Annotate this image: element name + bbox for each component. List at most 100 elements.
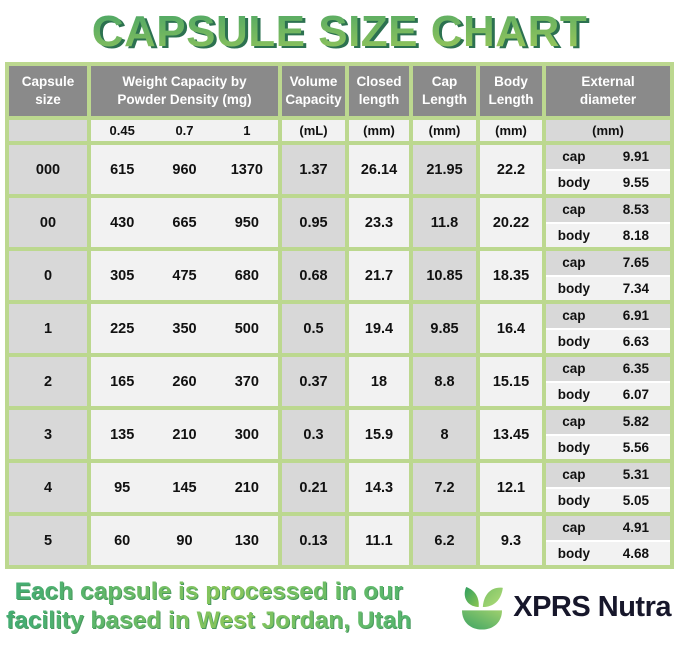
capsule-size-cell: 4	[9, 463, 87, 512]
ext-body-label: body	[557, 174, 591, 190]
ext-body-value: 9.55	[622, 174, 650, 190]
cap-header-line1: Cap	[431, 73, 458, 89]
external-body-row: body 6.07	[546, 382, 670, 406]
ext-cap-value: 8.53	[622, 202, 650, 218]
cap-length-cell: 8	[413, 410, 476, 459]
weight-045-value: 615	[110, 161, 135, 178]
ext-cap-label: cap	[562, 361, 586, 377]
units-external-diameter: (mm)	[546, 120, 670, 141]
ext-cap-label: cap	[562, 414, 586, 430]
ext-body-label: body	[557, 227, 591, 243]
external-diameter-cell: cap 5.82 body 5.56	[546, 410, 670, 459]
closed-length-cell: 19.4	[349, 304, 409, 353]
col-header-external-diameter: External diameter	[546, 66, 670, 116]
body-length-cell: 12.1	[480, 463, 542, 512]
capsule-size-cell: 5	[9, 516, 87, 565]
weight-capacity-cell: 95 145 210	[91, 463, 278, 512]
closed-length-cell: 18	[349, 357, 409, 406]
table-row: 00 430 665 950 0.95 23.3 11.8 20.22 cap …	[9, 198, 670, 247]
external-cap-row: cap 8.53	[546, 198, 670, 222]
col-header-capsule-size-label: Capsule size	[21, 73, 75, 107]
body-length-cell: 9.3	[480, 516, 542, 565]
capsule-size-cell: 0	[9, 251, 87, 300]
table-row: 3 135 210 300 0.3 15.9 8 13.45 cap 5.82 …	[9, 410, 670, 459]
external-cap-row: cap 6.35	[546, 357, 670, 381]
units-volume: (mL)	[282, 120, 345, 141]
page-title: CAPSULE SIZE CHART	[0, 5, 679, 59]
volume-header-line1: Volume	[289, 73, 338, 89]
weight-045-value: 165	[110, 373, 135, 390]
density-1: 1	[243, 123, 251, 138]
col-header-body-length: Body Length	[480, 66, 542, 116]
external-body-row: body 8.18	[546, 223, 670, 247]
volume-capacity-cell: 0.37	[282, 357, 345, 406]
cap-length-cell: 6.2	[413, 516, 476, 565]
weight-045-value: 135	[110, 426, 135, 443]
closed-length-cell: 14.3	[349, 463, 409, 512]
body-length-cell: 22.2	[480, 145, 542, 194]
volume-capacity-cell: 0.95	[282, 198, 345, 247]
closed-length-cell: 11.1	[349, 516, 409, 565]
volume-capacity-cell: 0.68	[282, 251, 345, 300]
capsule-size-cell: 3	[9, 410, 87, 459]
leaf-bowl-icon	[462, 587, 504, 630]
capsule-size-cell: 2	[9, 357, 87, 406]
weight-07-value: 260	[172, 373, 197, 390]
col-header-closed-length: Closed length	[349, 66, 409, 116]
weight-capacity-cell: 135 210 300	[91, 410, 278, 459]
external-body-row: body 9.55	[546, 170, 670, 194]
body-length-cell: 13.45	[480, 410, 542, 459]
weight-1-value: 500	[234, 320, 259, 337]
external-cap-row: cap 5.82	[546, 410, 670, 434]
ext-body-label: body	[557, 386, 591, 402]
footer: Each capsule is processed in our facilit…	[0, 574, 679, 640]
cap-length-cell: 10.85	[413, 251, 476, 300]
weight-1-value: 1370	[230, 161, 263, 178]
volume-capacity-cell: 1.37	[282, 145, 345, 194]
external-header-line2: diameter	[579, 92, 637, 107]
weight-045-value: 430	[110, 214, 135, 231]
table-row: 000 615 960 1370 1.37 26.14 21.95 22.2 c…	[9, 145, 670, 194]
weight-1-value: 950	[234, 214, 259, 231]
col-header-capsule-size: Capsule size	[9, 66, 87, 116]
ext-body-value: 4.68	[622, 545, 650, 561]
table-row: 5 60 90 130 0.13 11.1 6.2 9.3 cap 4.91 b…	[9, 516, 670, 565]
weight-045-value: 225	[110, 320, 135, 337]
units-densities: 0.45 0.7 1	[91, 120, 278, 141]
ext-cap-label: cap	[562, 202, 586, 218]
ext-body-value: 7.34	[622, 280, 650, 296]
external-cap-row: cap 9.91	[546, 145, 670, 169]
table-header-row: Capsule size Weight Capacity by Powder D…	[9, 66, 670, 116]
table-row: 2 165 260 370 0.37 18 8.8 15.15 cap 6.35…	[9, 357, 670, 406]
footer-note-line1: Each capsule is processed in our	[14, 578, 403, 606]
ext-cap-value: 5.82	[622, 414, 650, 430]
cap-header-line2: Length	[422, 92, 467, 107]
external-body-row: body 6.63	[546, 329, 670, 353]
cap-length-cell: 21.95	[413, 145, 476, 194]
body-header-line2: Length	[488, 92, 534, 107]
density-07: 0.7	[175, 123, 194, 138]
ext-body-value: 5.05	[622, 492, 650, 508]
closed-length-cell: 21.7	[349, 251, 409, 300]
body-length-cell: 18.35	[480, 251, 542, 300]
capsule-size-cell: 000	[9, 145, 87, 194]
brand-name: XPRS Nutra	[513, 590, 671, 623]
weight-07-value: 665	[172, 214, 197, 231]
external-header-line1: External	[581, 73, 635, 89]
weight-045-value: 305	[110, 267, 135, 284]
ext-cap-value: 6.91	[622, 308, 650, 324]
weight-capacity-cell: 165 260 370	[91, 357, 278, 406]
ext-cap-value: 6.35	[622, 361, 650, 377]
ext-body-label: body	[557, 439, 591, 455]
external-body-row: body 5.05	[546, 488, 670, 512]
weight-1-value: 300	[234, 426, 259, 443]
weight-1-value: 680	[234, 267, 259, 284]
ext-body-value: 6.07	[622, 386, 650, 402]
weight-07-value: 960	[172, 161, 197, 178]
cap-length-cell: 11.8	[413, 198, 476, 247]
units-capsule-size-empty	[9, 120, 87, 141]
units-body-length: (mm)	[480, 120, 542, 141]
col-header-volume-capacity: Volume Capacity	[282, 66, 345, 116]
ext-cap-label: cap	[562, 149, 586, 165]
ext-cap-label: cap	[562, 308, 586, 324]
